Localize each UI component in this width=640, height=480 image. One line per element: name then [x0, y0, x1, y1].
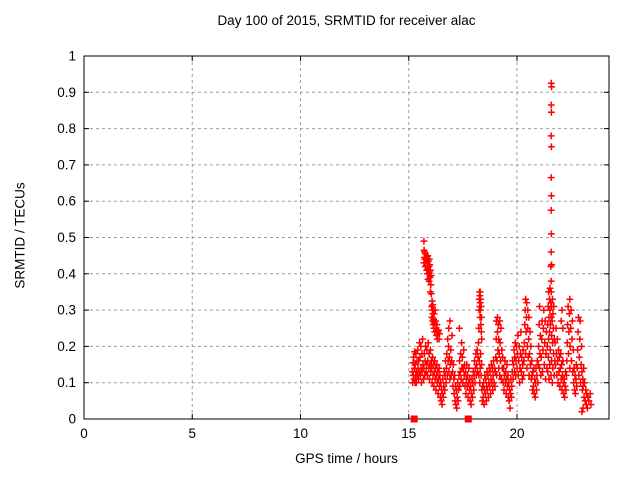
y-tick-label: 0 — [68, 412, 76, 427]
x-tick-label: 15 — [401, 426, 416, 441]
x-tick-label: 20 — [509, 426, 524, 441]
x-axis-label: GPS time / hours — [295, 451, 398, 466]
y-tick-label: 0.2 — [57, 339, 76, 354]
y-tick-label: 0.8 — [57, 121, 76, 136]
y-tick-label: 0.6 — [57, 194, 76, 209]
zero-flag-marker — [464, 415, 472, 423]
x-tick-label: 5 — [188, 426, 196, 441]
y-tick-label: 0.4 — [57, 266, 76, 281]
y-tick-label: 0.1 — [57, 375, 76, 390]
scatter-points — [409, 79, 595, 416]
y-tick-label: 0.3 — [57, 303, 76, 318]
zero-flag-marker — [410, 415, 418, 423]
y-tick-label: 0.7 — [57, 157, 76, 172]
y-tick-label: 0.9 — [57, 85, 76, 100]
x-tick-label: 10 — [293, 426, 308, 441]
y-tick-label: 1 — [68, 49, 76, 64]
y-tick-label: 0.5 — [57, 230, 76, 245]
chart-title: Day 100 of 2015, SRMTID for receiver ala… — [217, 13, 476, 28]
x-tick-label: 0 — [80, 426, 88, 441]
